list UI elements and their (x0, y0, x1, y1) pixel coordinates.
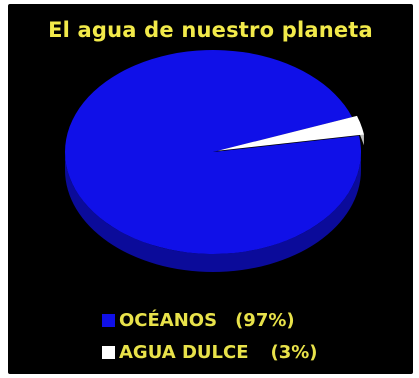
legend-label-agua-dulce: AGUA DULCE (119, 342, 249, 363)
pie-slice-oceanos (65, 50, 362, 255)
legend-label-oceanos: OCÉANOS (119, 310, 218, 331)
legend-item-agua-dulce: AGUA DULCE (3%) (8, 342, 413, 363)
legend-swatch-agua-dulce (102, 346, 115, 359)
pie-slice-agua-dulce (217, 115, 364, 151)
pie-chart (65, 50, 364, 272)
chart-frame: El agua de nuestro planeta OCÉANOS (97%)… (8, 4, 413, 374)
legend-value-oceanos: (97%) (235, 310, 295, 331)
legend-value-agua-dulce: (3%) (270, 342, 318, 363)
legend-item-oceanos: OCÉANOS (97%) (8, 310, 413, 331)
legend-swatch-oceanos (102, 314, 115, 327)
pie-side-oceanos (65, 152, 361, 272)
chart-title: El agua de nuestro planeta (48, 18, 373, 42)
